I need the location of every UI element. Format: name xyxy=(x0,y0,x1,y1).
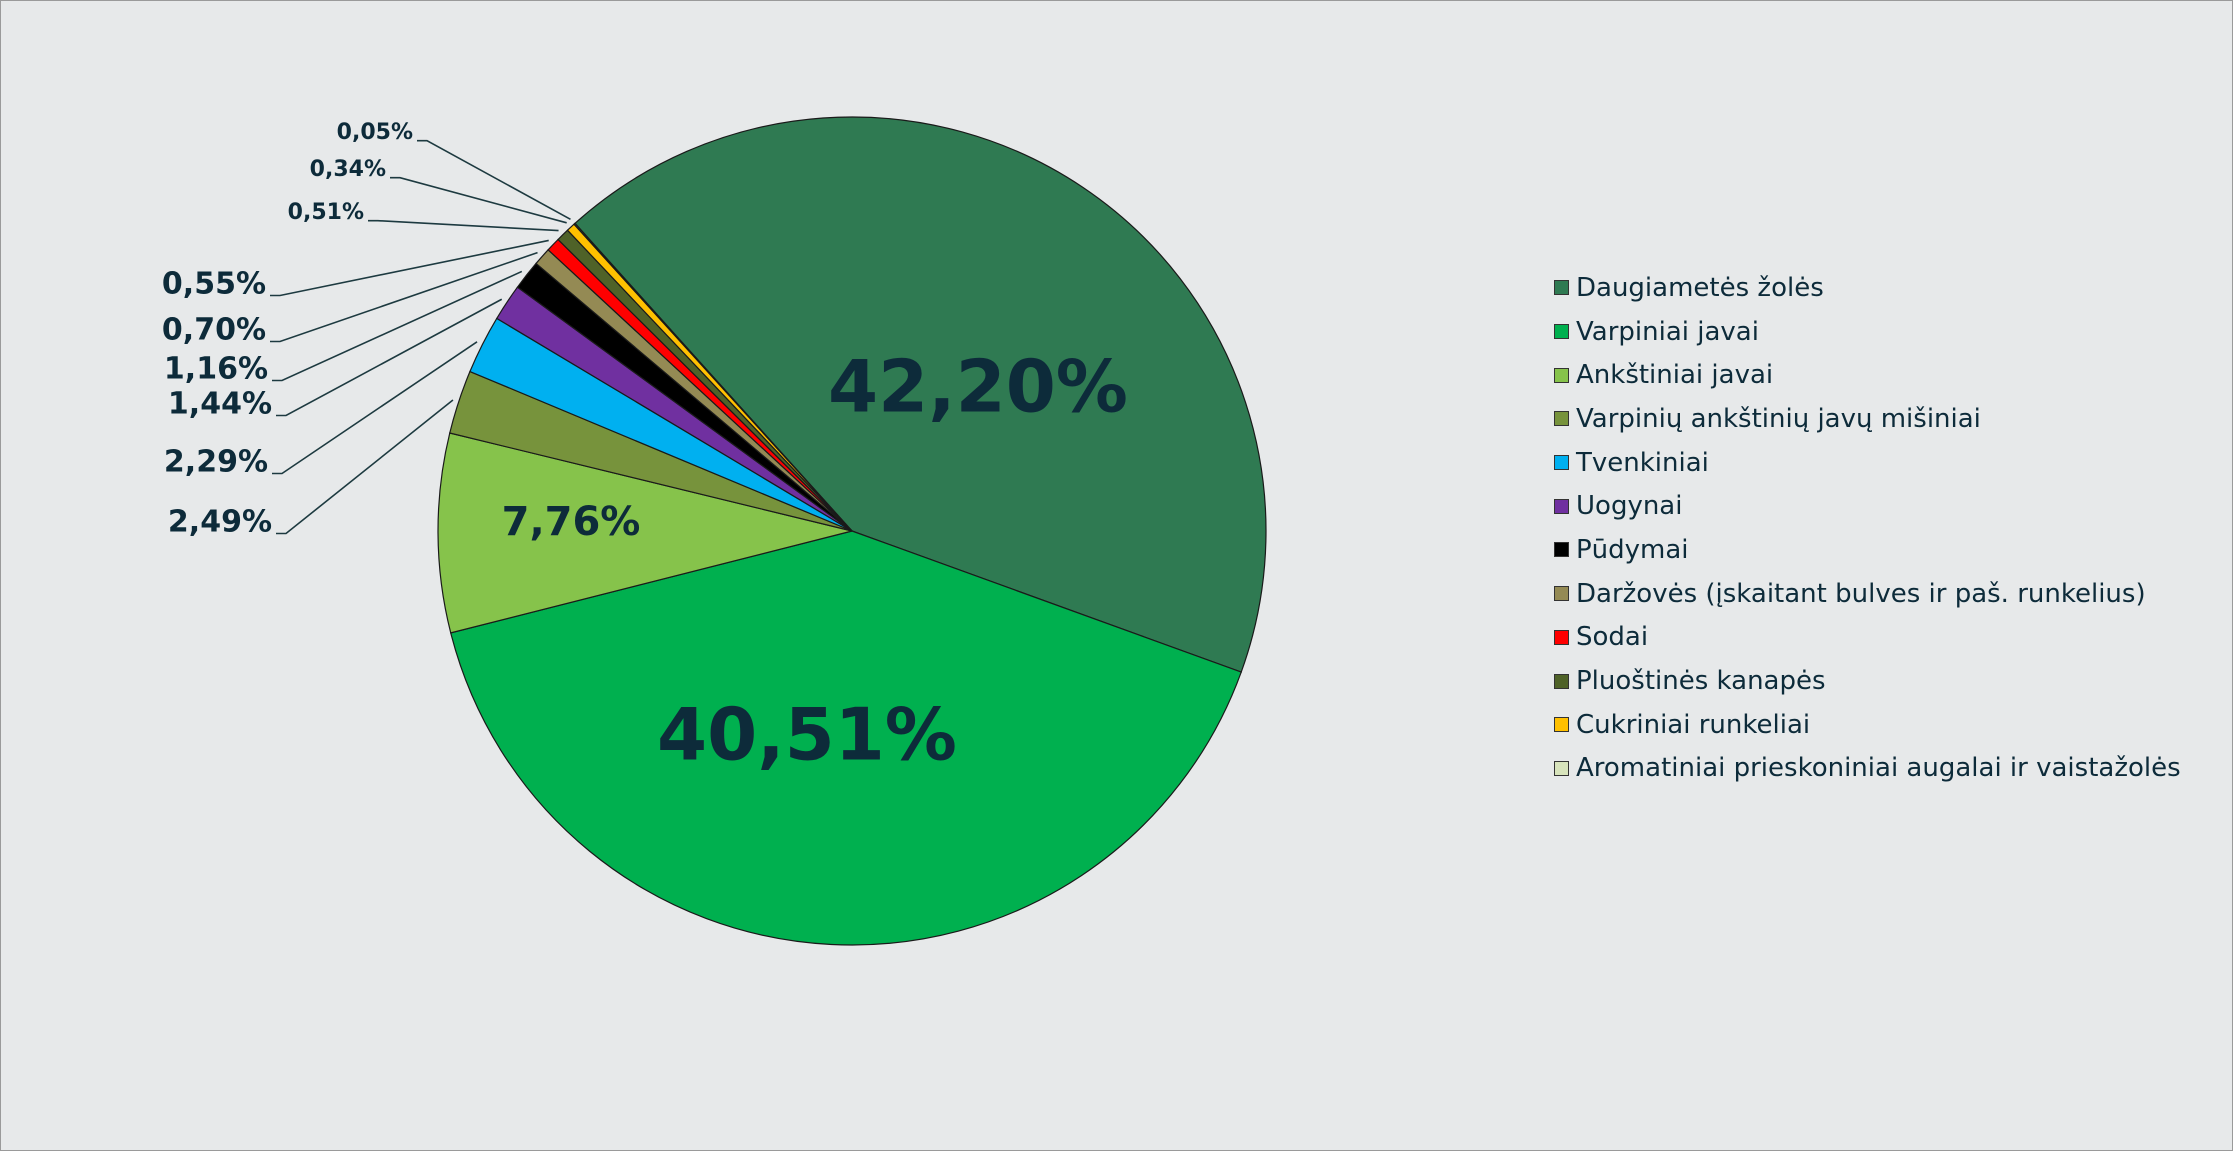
data-label: 0,55% xyxy=(162,267,266,302)
data-label: 7,76% xyxy=(502,499,641,545)
leader-line xyxy=(272,270,523,382)
legend-label: Aromatiniai prieskoniniai augalai ir vai… xyxy=(1576,753,2181,784)
legend-label: Sodai xyxy=(1576,622,1649,653)
legend-swatch xyxy=(1554,324,1569,340)
data-label: 0,05% xyxy=(337,120,413,145)
data-label: 1,16% xyxy=(164,352,268,387)
legend-item: Daugiametės žolės xyxy=(1554,266,2181,310)
leader-line xyxy=(368,219,559,232)
legend-swatch xyxy=(1554,717,1569,733)
legend-item: Pluoštinės kanapės xyxy=(1554,659,2181,703)
legend-item: Pūdymai xyxy=(1554,528,2181,572)
legend-label: Cukriniai runkeliai xyxy=(1576,709,1811,740)
leader-line xyxy=(276,298,503,417)
pie-slice xyxy=(437,432,853,634)
leader-line xyxy=(272,341,478,475)
legend-item: Varpinių ankštinių javų mišiniai xyxy=(1554,397,2181,441)
legend-item: Uogynai xyxy=(1554,484,2181,528)
data-label: 1,44% xyxy=(168,387,272,422)
legend-swatch xyxy=(1554,586,1569,602)
legend-swatch xyxy=(1554,498,1569,514)
legend-item: Daržovės (įskaitant bulves ir paš. runke… xyxy=(1554,572,2181,616)
legend: Daugiametės žolės Varpiniai javai Ankštini… xyxy=(1554,266,2181,790)
legend-item: Sodai xyxy=(1554,616,2181,660)
data-label: 0,51% xyxy=(288,200,364,225)
legend-label: Ankštiniai javai xyxy=(1576,360,1774,391)
legend-label: Uogynai xyxy=(1576,491,1683,522)
data-label: 0,34% xyxy=(310,157,386,182)
legend-item: Ankštiniai javai xyxy=(1554,353,2181,397)
legend-swatch xyxy=(1554,629,1569,645)
pie-slice xyxy=(573,222,853,532)
legend-swatch xyxy=(1554,542,1569,558)
legend-label: Varpinių ankštinių javų mišiniai xyxy=(1576,403,1981,434)
legend-swatch xyxy=(1554,673,1569,689)
data-label: 2,29% xyxy=(164,445,268,480)
legend-label: Tvenkiniai xyxy=(1576,447,1709,478)
legend-swatch xyxy=(1554,455,1569,471)
legend-swatch xyxy=(1554,367,1569,383)
data-label: 0,70% xyxy=(162,313,266,348)
legend-label: Daržovės (įskaitant bulves ir paš. runke… xyxy=(1576,578,2146,609)
legend-item: Tvenkiniai xyxy=(1554,441,2181,485)
legend-label: Pūdymai xyxy=(1576,534,1689,565)
leader-line xyxy=(390,176,567,224)
pie-slice xyxy=(449,530,1242,946)
data-label: 42,20% xyxy=(828,345,1128,429)
legend-label: Varpiniai javai xyxy=(1576,316,1759,347)
leader-line xyxy=(270,251,538,343)
legend-label: Pluoštinės kanapės xyxy=(1576,666,1826,697)
pie-slice xyxy=(574,116,1267,673)
leader-line xyxy=(270,239,549,297)
legend-item: Varpiniai javai xyxy=(1554,310,2181,354)
legend-item: Cukriniai runkeliai xyxy=(1554,703,2181,747)
legend-label: Daugiametės žolės xyxy=(1576,272,1824,303)
legend-swatch xyxy=(1554,760,1569,776)
leader-line xyxy=(276,399,454,535)
data-label: 2,49% xyxy=(168,505,272,540)
legend-item: Aromatiniai prieskoniniai augalai ir vai… xyxy=(1554,747,2181,791)
legend-swatch xyxy=(1554,280,1569,296)
legend-swatch xyxy=(1554,411,1569,427)
leader-line xyxy=(417,139,571,221)
data-label: 40,51% xyxy=(657,693,957,777)
